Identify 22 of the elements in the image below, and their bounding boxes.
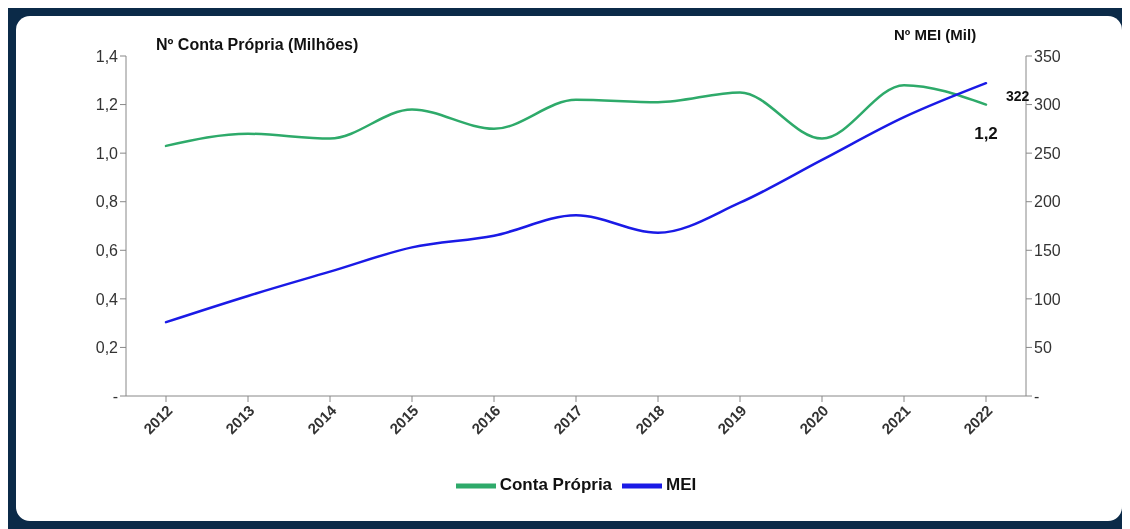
y2-tick-label: 300 bbox=[1034, 96, 1061, 114]
y2-tick-label: 200 bbox=[1034, 193, 1061, 211]
y2-tick-label: 250 bbox=[1034, 144, 1061, 162]
y-tick-label: 1,0 bbox=[95, 144, 119, 162]
legend-label: MEI bbox=[666, 475, 697, 495]
y2-axis-title: Nº MEI (Mil) bbox=[894, 26, 977, 43]
y-tick-label: - bbox=[112, 387, 118, 405]
annotation: 322 bbox=[1006, 88, 1030, 104]
y-tick-label: 0,6 bbox=[95, 241, 119, 259]
y-tick-label: 1,2 bbox=[95, 96, 119, 114]
y2-tick-label: 50 bbox=[1034, 339, 1052, 357]
y2-tick-label: - bbox=[1034, 387, 1040, 405]
y-tick-label: 1,4 bbox=[95, 47, 119, 65]
y2-tick-label: 150 bbox=[1034, 241, 1061, 259]
y-tick-label: 0,4 bbox=[95, 290, 119, 308]
y2-tick-label: 350 bbox=[1034, 47, 1061, 65]
y2-tick-label: 100 bbox=[1034, 290, 1061, 308]
y-tick-label: 0,8 bbox=[95, 193, 119, 211]
y-tick-label: 0,2 bbox=[95, 339, 119, 357]
annotation: 1,2 bbox=[974, 123, 998, 143]
legend-label: Conta Própria bbox=[499, 475, 613, 495]
y-axis-title: Nº Conta Própria (Milhões) bbox=[156, 36, 359, 54]
